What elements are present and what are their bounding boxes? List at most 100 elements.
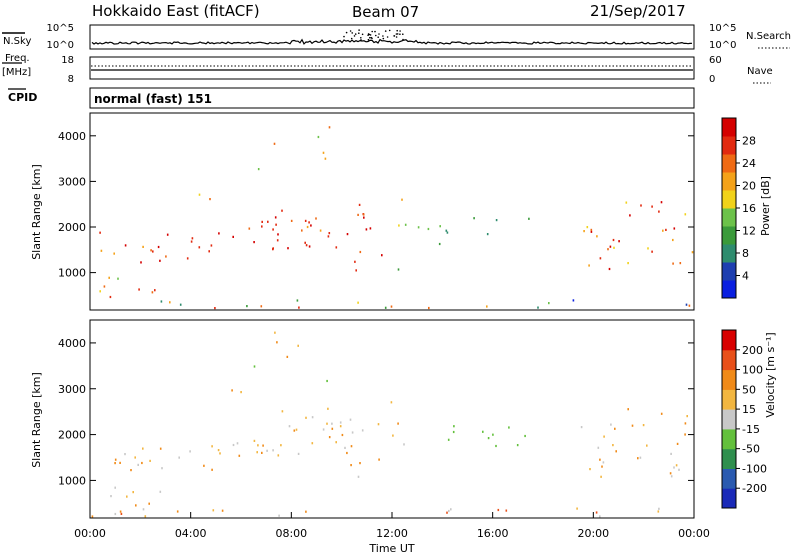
velocity-cell (221, 509, 224, 512)
power-cell (613, 246, 615, 249)
power-cell (381, 254, 383, 257)
noise-search-dot (374, 30, 376, 33)
velocity-cell (450, 508, 452, 511)
power-cell (672, 238, 674, 242)
velocity-cell (132, 491, 134, 494)
velocity-cell (378, 458, 380, 461)
velocity-cell (446, 511, 448, 514)
velocity-cell (114, 458, 117, 461)
power-cell (152, 250, 154, 253)
power-cell (384, 306, 387, 309)
power-cell (298, 306, 300, 309)
velocity-colorbar-tick-label: -50 (742, 443, 760, 456)
power-cell (328, 126, 331, 129)
power-cell (272, 228, 274, 231)
noise-search-dot (360, 37, 362, 39)
noise-search-dot (350, 37, 353, 40)
power-colorbar-swatch (722, 136, 736, 155)
nave-tick-top: 60 (709, 55, 722, 66)
noise-search-dot (393, 35, 395, 37)
power-cell (363, 216, 365, 219)
velocity-y-tick-label: 1000 (58, 474, 86, 487)
power-cell (365, 228, 368, 231)
velocity-colorbar-label: Velocity [m s⁻¹] (764, 332, 777, 417)
velocity-cell (660, 412, 663, 415)
power-cell (296, 299, 299, 302)
velocity-cell (305, 416, 307, 419)
power-cell (253, 241, 255, 244)
velocity-cell (610, 423, 612, 426)
velocity-cell (272, 449, 274, 452)
noise-search-dot (353, 35, 356, 37)
velocity-cell (331, 427, 334, 430)
velocity-cell (120, 512, 123, 515)
power-cell (198, 193, 201, 196)
velocity-cell (492, 433, 494, 436)
velocity-cell (144, 515, 147, 518)
power-cell (108, 276, 110, 279)
noise-search-dot (358, 32, 360, 34)
power-cell (248, 227, 251, 230)
velocity-cell (505, 509, 508, 512)
velocity-cell (189, 450, 191, 453)
noise-frame (89, 24, 695, 50)
power-colorbar-tick-label: 24 (742, 157, 756, 170)
power-colorbar-swatch (722, 154, 736, 173)
velocity-y-label: Slant Range [km] (30, 372, 43, 468)
velocity-cell (339, 425, 342, 428)
nave-tick-bottom: 0 (709, 74, 715, 85)
velocity-cell (256, 451, 258, 454)
velocity-cell (580, 426, 583, 429)
power-colorbar-swatch (722, 226, 736, 245)
power-cell (369, 227, 372, 230)
velocity-cell (684, 433, 686, 436)
velocity-cell (266, 449, 268, 452)
power-cell (473, 217, 475, 220)
velocity-cell (357, 475, 360, 478)
power-cell (267, 220, 269, 223)
power-cell (665, 228, 667, 231)
power-cell (328, 232, 331, 235)
power-cell (301, 229, 303, 232)
velocity-cell (597, 446, 600, 449)
velocity-cell (642, 424, 645, 427)
velocity-cell (686, 415, 688, 418)
noise-search-dot (367, 38, 370, 41)
power-cell (151, 291, 154, 294)
velocity-cell (646, 444, 648, 447)
power-cell (572, 299, 575, 302)
power-cell (548, 302, 550, 305)
velocity-cell (669, 472, 672, 475)
power-cell (281, 209, 283, 212)
noise-search-dot (377, 36, 380, 38)
noise-search-dot (354, 33, 357, 35)
velocity-cell (277, 454, 280, 457)
power-cell (304, 241, 306, 244)
noise-search-dot (378, 33, 380, 35)
power-cell (165, 255, 167, 258)
velocity-colorbar-swatch (722, 468, 736, 489)
velocity-cell (576, 507, 578, 510)
time-x-axis: 00:00 04:00 08:00 12:00 16:00 20:00 00:00 (74, 512, 710, 540)
power-cell (210, 244, 213, 247)
velocity-cell (657, 510, 660, 513)
velocity-colorbar: 200 100 50 15 -15 -50 -100 -200 (721, 329, 767, 509)
velocity-cell (236, 442, 239, 445)
power-cell (486, 305, 488, 308)
power-y-label: Slant Range [km] (30, 164, 43, 260)
power-cell (640, 204, 642, 207)
power-cell (169, 301, 171, 304)
velocity-cell (322, 428, 325, 431)
velocity-cell (278, 514, 280, 517)
power-cell (660, 201, 663, 204)
power-cell (166, 233, 169, 236)
time-tick-label: 20:00 (577, 527, 609, 540)
power-cell (627, 262, 629, 265)
velocity-cell (612, 444, 614, 447)
velocity-cell (211, 445, 213, 448)
noise-search-dot (395, 36, 398, 38)
power-cell (324, 157, 327, 160)
freq-label-bottom: [MHz] (2, 67, 31, 78)
velocity-cell (670, 475, 673, 478)
velocity-cell (497, 508, 500, 512)
